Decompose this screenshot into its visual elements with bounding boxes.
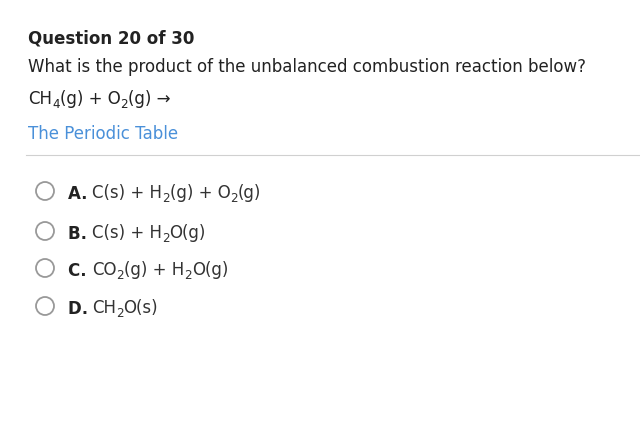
- Text: CH: CH: [92, 299, 116, 317]
- Text: (g): (g): [238, 184, 261, 202]
- Text: (g) + O: (g) + O: [60, 90, 120, 108]
- Text: 2: 2: [116, 269, 124, 282]
- Text: (g) + O: (g) + O: [170, 184, 230, 202]
- Text: 2: 2: [120, 98, 128, 111]
- Text: D.: D.: [68, 300, 100, 318]
- Text: 2: 2: [116, 307, 124, 320]
- Text: 2: 2: [184, 269, 192, 282]
- Text: (g) →: (g) →: [128, 90, 170, 108]
- Text: Question 20 of 30: Question 20 of 30: [28, 30, 195, 48]
- Text: (g) + H: (g) + H: [124, 261, 184, 279]
- Text: CO: CO: [92, 261, 116, 279]
- Text: O(s): O(s): [124, 299, 158, 317]
- Text: What is the product of the unbalanced combustion reaction below?: What is the product of the unbalanced co…: [28, 58, 586, 76]
- Text: O(g): O(g): [170, 224, 206, 242]
- Text: C(s) + H: C(s) + H: [92, 224, 162, 242]
- Text: A.: A.: [68, 185, 99, 203]
- Text: C.: C.: [68, 262, 98, 280]
- Text: O(g): O(g): [192, 261, 228, 279]
- Text: 2: 2: [162, 192, 170, 205]
- Text: C(s) + H: C(s) + H: [92, 184, 162, 202]
- Text: B.: B.: [68, 225, 99, 243]
- Text: 4: 4: [52, 98, 60, 111]
- Text: 2: 2: [162, 232, 170, 245]
- Text: 2: 2: [230, 192, 238, 205]
- Text: The Periodic Table: The Periodic Table: [28, 125, 178, 143]
- Text: CH: CH: [28, 90, 52, 108]
